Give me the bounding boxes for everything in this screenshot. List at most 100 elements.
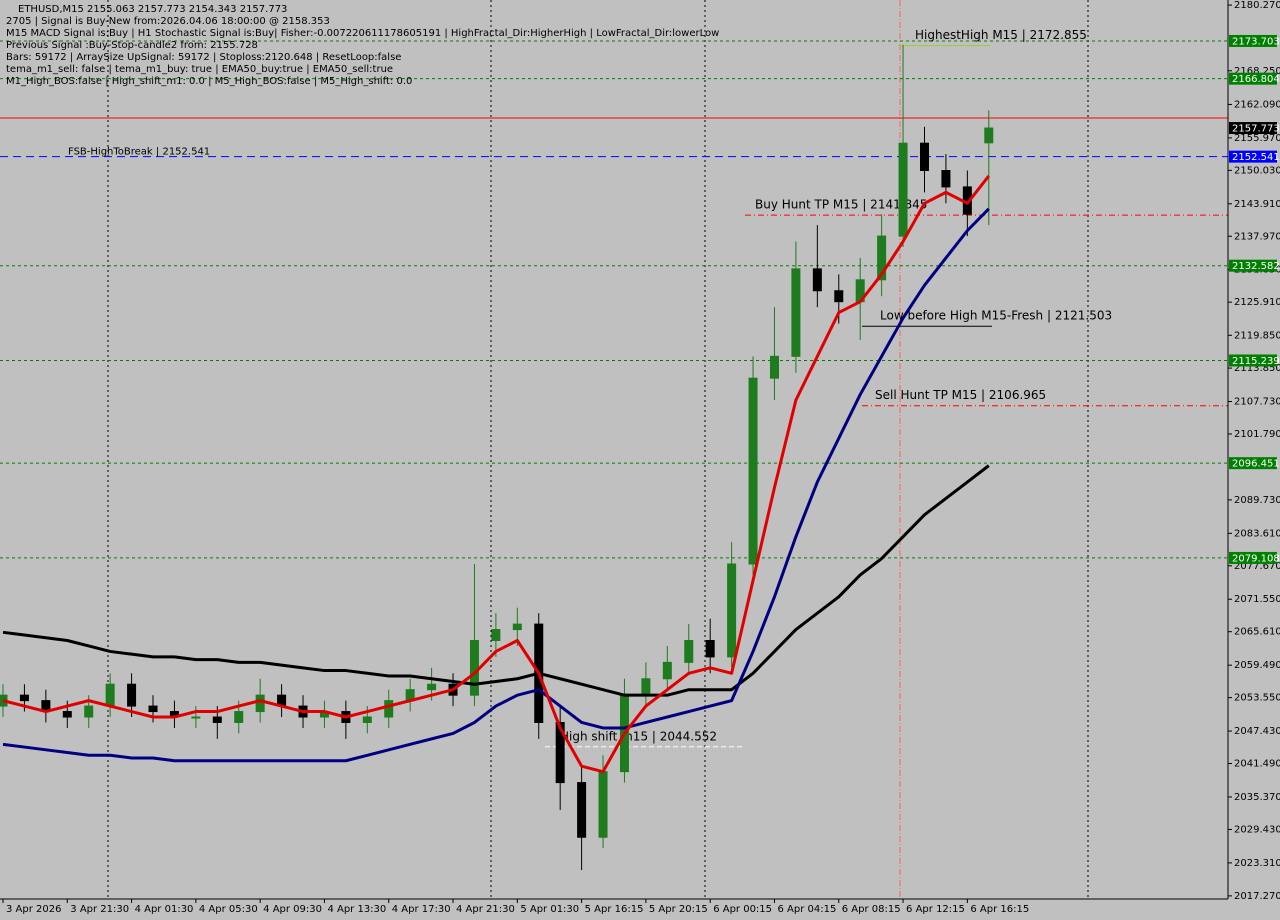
x-tick-label: 4 Apr 17:30 — [392, 904, 451, 915]
price-tag — [1229, 34, 1277, 47]
x-tick-label: 3 Apr 21:30 — [70, 904, 129, 915]
moving-average — [2, 175, 990, 774]
candle-body — [255, 694, 265, 713]
x-tick-label: 3 Apr 2026 — [6, 904, 61, 915]
x-tick-label: 6 Apr 08:15 — [842, 904, 901, 915]
candle-body — [812, 268, 822, 292]
info-line: ETHUSD,M15 2155.063 2157.773 2154.343 21… — [18, 4, 287, 15]
price-tag — [1229, 354, 1277, 367]
price-tag — [1229, 72, 1277, 85]
y-tick-label: 2083.610 — [1234, 528, 1280, 539]
info-panel: ETHUSD,M15 2155.063 2157.773 2154.343 21… — [6, 4, 719, 87]
candle-body — [127, 683, 137, 707]
y-tick-label: 2047.430 — [1234, 726, 1280, 737]
price-tag-label: 2132.582 — [1232, 261, 1280, 272]
price-tag — [1229, 551, 1277, 564]
candle-body — [748, 377, 758, 565]
candle-body — [984, 127, 994, 144]
candle-body — [662, 661, 672, 680]
candle-body — [105, 683, 115, 707]
moving-average — [2, 464, 990, 697]
y-tick-label: 2113.850 — [1234, 363, 1280, 374]
y-tick-label: 2035.370 — [1234, 792, 1280, 803]
moving-average — [2, 207, 990, 763]
x-tick-label: 4 Apr 21:30 — [456, 904, 515, 915]
x-tick-label: 5 Apr 01:30 — [520, 904, 579, 915]
info-line: Previous Signal :Buy-Stop-candle2 from: … — [6, 40, 258, 51]
x-tick-label: 5 Apr 16:15 — [585, 904, 644, 915]
price-tag-label: 2079.108 — [1232, 553, 1280, 564]
candle-body — [919, 142, 929, 172]
candle-body — [234, 711, 244, 723]
candle-body — [577, 782, 587, 838]
price-tag — [1229, 457, 1277, 470]
x-tick-label: 6 Apr 12:15 — [906, 904, 965, 915]
candle-body — [84, 705, 94, 718]
y-tick-label: 2155.970 — [1234, 133, 1280, 144]
info-line: M1_High_BOS:false | High_shift_m1: 0.0 |… — [6, 76, 412, 87]
candle-body — [62, 711, 72, 718]
candle-body — [834, 290, 844, 303]
y-tick-label: 2101.790 — [1234, 429, 1280, 440]
candle-body — [384, 700, 394, 718]
x-tick-label: 4 Apr 05:30 — [199, 904, 258, 915]
price-tag — [1229, 259, 1277, 272]
price-tag-label: 2152.541 — [1232, 152, 1280, 163]
candle-body — [769, 355, 779, 379]
candle-body — [512, 623, 522, 631]
candle-body — [791, 268, 801, 357]
x-tick-label: 6 Apr 16:15 — [970, 904, 1029, 915]
x-tick-label: 6 Apr 04:15 — [777, 904, 836, 915]
y-tick-label: 2125.910 — [1234, 297, 1280, 308]
y-tick-label: 2059.490 — [1234, 660, 1280, 671]
y-tick-label: 2053.550 — [1234, 693, 1280, 704]
info-line: 2705 | Signal is Buy-New from:2026.04.06… — [6, 16, 330, 27]
y-tick-label: 2107.730 — [1234, 397, 1280, 408]
y-tick-label: 2071.550 — [1234, 594, 1280, 605]
price-tag-label: 2157.773 — [1232, 124, 1280, 135]
annotation-label: Buy Hunt TP M15 | 2141.845 — [755, 198, 927, 212]
y-tick-label: 2119.850 — [1234, 330, 1280, 341]
y-tick-label: 2162.090 — [1234, 99, 1280, 110]
plot: FSB-HighToBreak | 2152.541 HighestHigh M1… — [0, 28, 1228, 871]
candle-body — [555, 721, 565, 784]
y-tick-label: 2150.030 — [1234, 165, 1280, 176]
candle-body — [469, 640, 479, 696]
annotation-label: Low before High M15-Fresh | 2121.503 — [880, 309, 1112, 323]
candle-body — [941, 170, 951, 188]
y-tick-label: 2017.270 — [1234, 891, 1280, 902]
annotation-label: Sell Hunt TP M15 | 2106.965 — [875, 388, 1046, 402]
x-tick-label: 4 Apr 01:30 — [135, 904, 194, 915]
candle-body — [148, 705, 158, 713]
y-tick-label: 2168.250 — [1234, 66, 1280, 77]
candle-body — [598, 771, 608, 838]
price-tag-label: 2166.804 — [1232, 74, 1280, 85]
candle-body — [491, 629, 501, 642]
y-tick-label: 2029.430 — [1234, 824, 1280, 835]
x-tick-label: 5 Apr 20:15 — [649, 904, 708, 915]
candle-body — [877, 235, 887, 281]
price-tag — [1229, 150, 1277, 163]
info-line: Bars: 59172 | ArraySize UpSignal: 59172 … — [6, 52, 401, 63]
x-tick-label: 4 Apr 09:30 — [263, 904, 322, 915]
candle-body — [684, 640, 694, 663]
price-tag — [1229, 122, 1277, 135]
y-tick-label: 2065.610 — [1234, 627, 1280, 638]
candle-body — [641, 678, 651, 696]
x-tick-label: 4 Apr 13:30 — [327, 904, 386, 915]
annotation-label: HighestHigh M15 | 2172.855 — [915, 28, 1087, 42]
candle-body — [727, 563, 737, 658]
candle-body — [191, 716, 201, 719]
annotation-label: High shift m15 | 2044.552 — [560, 729, 717, 743]
candle-body — [898, 142, 908, 237]
level-label: FSB-HighToBreak | 2152.541 — [68, 147, 210, 158]
y-tick-label: 2089.730 — [1234, 495, 1280, 506]
y-tick-label: 2143.910 — [1234, 199, 1280, 210]
price-tag-label: 2115.239 — [1232, 356, 1280, 367]
info-line: M15 MACD Signal is:Buy | H1 Stochastic S… — [6, 28, 719, 39]
candle-body — [19, 694, 29, 702]
y-tick-label: 2023.310 — [1234, 858, 1280, 869]
candle-body — [705, 640, 715, 658]
